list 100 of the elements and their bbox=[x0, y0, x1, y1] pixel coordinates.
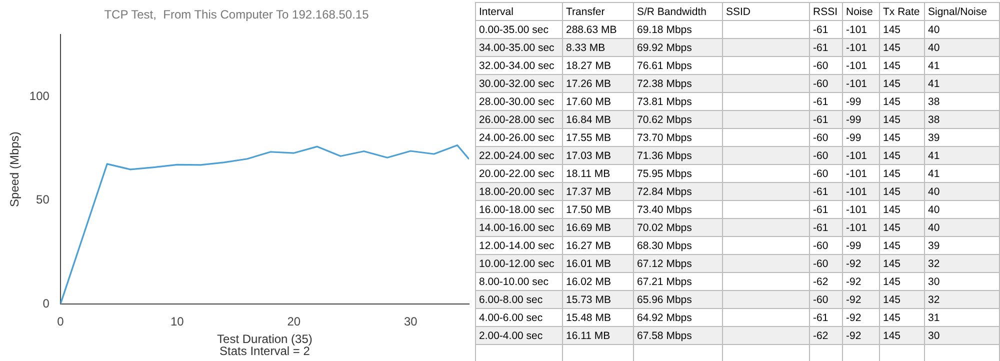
text: 17.50 MB bbox=[566, 204, 611, 216]
text: 65.96 Mbps bbox=[637, 294, 692, 306]
text: 40 bbox=[928, 204, 940, 216]
x-tick-label: 30 bbox=[404, 314, 418, 329]
text: 26.00-28.00 sec bbox=[479, 114, 554, 126]
text: -92 bbox=[846, 276, 862, 288]
text: 6.00-8.00 sec bbox=[479, 294, 543, 306]
text: 8.00-10.00 sec bbox=[479, 276, 548, 288]
text: 40 bbox=[928, 186, 940, 198]
text: 72.84 Mbps bbox=[637, 186, 692, 198]
y-tick-label: 0 bbox=[42, 296, 50, 311]
text: 145 bbox=[883, 312, 901, 324]
category-label: Signal/Noise bbox=[924, 2, 1000, 20]
text: 145 bbox=[883, 330, 901, 342]
text: 70.62 Mbps bbox=[637, 114, 692, 126]
text: 145 bbox=[883, 240, 901, 252]
text: 30.00-32.00 sec bbox=[479, 78, 554, 90]
text: 17.60 MB bbox=[566, 96, 611, 108]
text: -60 bbox=[813, 150, 828, 162]
text: 288.63 MB bbox=[566, 24, 617, 36]
text: 145 bbox=[883, 132, 901, 144]
text: -60 bbox=[813, 132, 828, 144]
text: 10.00-12.00 sec bbox=[479, 258, 554, 270]
text: 64.92 Mbps bbox=[637, 312, 692, 324]
text: -101 bbox=[846, 186, 868, 198]
text: 71.36 Mbps bbox=[637, 150, 692, 162]
text: -60 bbox=[813, 60, 828, 72]
category-label: Interval bbox=[476, 2, 562, 20]
text: -101 bbox=[846, 42, 868, 54]
text: 16.02 MB bbox=[566, 276, 611, 288]
text: 20.00-22.00 sec bbox=[479, 168, 554, 180]
text: -92 bbox=[846, 312, 862, 324]
text: -61 bbox=[813, 204, 828, 216]
text: 17.26 MB bbox=[566, 78, 611, 90]
text: 73.40 Mbps bbox=[637, 204, 692, 216]
text: 22.00-24.00 sec bbox=[479, 150, 554, 162]
x-axis-title: Test Duration (35) bbox=[217, 332, 312, 346]
text: -60 bbox=[813, 168, 828, 180]
text: 32.00-34.00 sec bbox=[479, 60, 554, 72]
text: -101 bbox=[846, 168, 868, 180]
text: -101 bbox=[846, 150, 868, 162]
text: 76.61 Mbps bbox=[637, 60, 692, 72]
category-label: SSID bbox=[722, 2, 810, 20]
text: 72.38 Mbps bbox=[637, 78, 692, 90]
text: 30 bbox=[928, 330, 940, 342]
text: 39 bbox=[928, 240, 940, 252]
text: 41 bbox=[928, 168, 940, 180]
text: 145 bbox=[883, 42, 901, 54]
text: 17.37 MB bbox=[566, 186, 611, 198]
y-tick-label: 100 bbox=[29, 88, 50, 103]
text: -60 bbox=[813, 240, 828, 252]
text: 40 bbox=[928, 222, 940, 234]
text: 145 bbox=[883, 168, 901, 180]
x-tick-label: 10 bbox=[170, 314, 184, 329]
text: 16.84 MB bbox=[566, 114, 611, 126]
text: 145 bbox=[883, 276, 901, 288]
text: 39 bbox=[928, 132, 940, 144]
text: 145 bbox=[883, 294, 901, 306]
text: 17.03 MB bbox=[566, 150, 611, 162]
text: -62 bbox=[813, 330, 828, 342]
text: 32 bbox=[928, 294, 940, 306]
text: -60 bbox=[813, 258, 828, 270]
text: -101 bbox=[846, 204, 868, 216]
text: 70.02 Mbps bbox=[637, 222, 692, 234]
text: 18.00-20.00 sec bbox=[479, 186, 554, 198]
text: 15.73 MB bbox=[566, 294, 611, 306]
text: Stats Interval = 2 bbox=[220, 344, 310, 358]
x-tick-label: 20 bbox=[287, 314, 301, 329]
y-axis-title: Speed (Mbps) bbox=[8, 132, 22, 207]
text: -101 bbox=[846, 222, 868, 234]
text: -99 bbox=[846, 114, 862, 126]
text: 67.58 Mbps bbox=[637, 330, 692, 342]
text: 15.48 MB bbox=[566, 312, 611, 324]
text: 67.12 Mbps bbox=[637, 258, 692, 270]
text: -92 bbox=[846, 330, 862, 342]
text: 69.18 Mbps bbox=[637, 24, 692, 36]
text: 145 bbox=[883, 186, 901, 198]
chart-title: TCP Test, From This Computer To 192.168.50.15 bbox=[104, 8, 370, 22]
text: 8.33 MB bbox=[566, 42, 606, 54]
text: -101 bbox=[846, 24, 868, 36]
category-label: Noise bbox=[842, 2, 880, 20]
text: 145 bbox=[883, 96, 901, 108]
text: -92 bbox=[846, 294, 862, 306]
text: 145 bbox=[883, 150, 901, 162]
text: 73.70 Mbps bbox=[637, 132, 692, 144]
text: 16.11 MB bbox=[566, 330, 610, 342]
text: -101 bbox=[846, 60, 868, 72]
text: 16.27 MB bbox=[566, 240, 611, 252]
text: -61 bbox=[813, 42, 828, 54]
text: 2.00-4.00 sec bbox=[479, 330, 543, 342]
text: 18.27 MB bbox=[566, 60, 611, 72]
text: 16.01 MB bbox=[566, 258, 611, 270]
text: 31 bbox=[928, 312, 940, 324]
text: 16.00-18.00 sec bbox=[479, 204, 554, 216]
text: 40 bbox=[928, 42, 940, 54]
x-tick-label: 0 bbox=[57, 314, 64, 329]
text: 0.00-35.00 sec bbox=[479, 24, 548, 36]
text: -61 bbox=[813, 114, 828, 126]
y-tick-label: 50 bbox=[36, 192, 50, 207]
text: 40 bbox=[928, 24, 940, 36]
